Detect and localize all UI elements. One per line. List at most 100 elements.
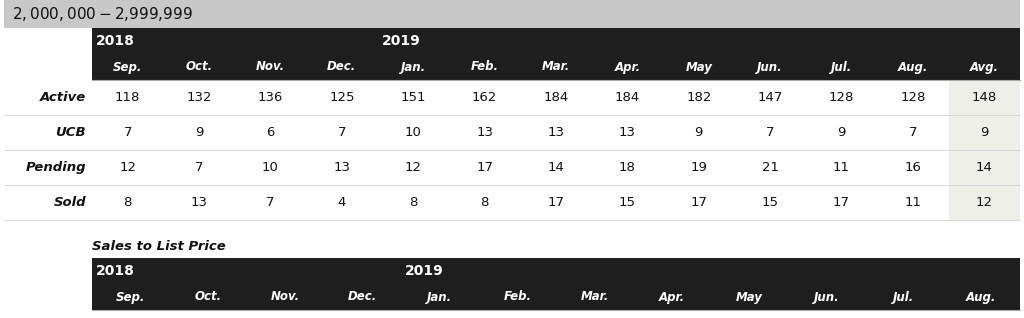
Text: 7: 7 bbox=[266, 196, 274, 209]
Text: Oct.: Oct. bbox=[185, 60, 213, 73]
Text: 8: 8 bbox=[480, 196, 488, 209]
Text: 14: 14 bbox=[976, 161, 992, 174]
Text: 2018: 2018 bbox=[96, 34, 135, 48]
Text: 2018: 2018 bbox=[96, 264, 135, 278]
Text: Sold: Sold bbox=[53, 196, 86, 209]
Text: 2019: 2019 bbox=[382, 34, 420, 48]
Text: 15: 15 bbox=[618, 196, 636, 209]
Text: 7: 7 bbox=[195, 161, 204, 174]
Text: 97.1%: 97.1% bbox=[110, 317, 152, 318]
Text: 10: 10 bbox=[262, 161, 279, 174]
Text: 13: 13 bbox=[190, 196, 208, 209]
Text: Sales to List Price: Sales to List Price bbox=[92, 239, 225, 252]
Text: Jul.: Jul. bbox=[893, 291, 914, 303]
Text: Sep.: Sep. bbox=[113, 60, 142, 73]
Text: 7: 7 bbox=[338, 126, 346, 139]
Text: 92.2%: 92.2% bbox=[728, 317, 770, 318]
Text: 16: 16 bbox=[904, 161, 922, 174]
Text: Active: Active bbox=[40, 91, 86, 104]
Text: 12: 12 bbox=[119, 161, 136, 174]
Text: 93.8%: 93.8% bbox=[883, 317, 925, 318]
Text: May: May bbox=[685, 60, 713, 73]
Text: 15: 15 bbox=[762, 196, 778, 209]
Text: 182: 182 bbox=[686, 91, 712, 104]
Text: 9: 9 bbox=[195, 126, 204, 139]
Text: 132: 132 bbox=[186, 91, 212, 104]
Text: 95.0%: 95.0% bbox=[806, 317, 848, 318]
Text: 128: 128 bbox=[900, 91, 926, 104]
Bar bbox=[4, 0, 1020, 28]
Text: Apr.: Apr. bbox=[658, 291, 685, 303]
Text: 92.8%: 92.8% bbox=[187, 317, 229, 318]
Text: 10: 10 bbox=[404, 126, 422, 139]
Text: Sep.: Sep. bbox=[116, 291, 145, 303]
Text: 12: 12 bbox=[404, 161, 422, 174]
Text: 17: 17 bbox=[548, 196, 564, 209]
Text: 6: 6 bbox=[266, 126, 274, 139]
Bar bbox=[92, 28, 1020, 54]
Text: Feb.: Feb. bbox=[471, 60, 499, 73]
Text: 11: 11 bbox=[834, 161, 850, 174]
Text: Mar.: Mar. bbox=[542, 60, 570, 73]
Text: 147: 147 bbox=[758, 91, 782, 104]
Bar bbox=[92, 258, 1020, 284]
Text: Pending: Pending bbox=[26, 161, 86, 174]
Text: Jan.: Jan. bbox=[400, 60, 426, 73]
Text: May: May bbox=[736, 291, 763, 303]
Text: 8: 8 bbox=[409, 196, 418, 209]
Bar bbox=[92, 284, 1020, 310]
Text: Aug.: Aug. bbox=[967, 291, 996, 303]
Text: Dec.: Dec. bbox=[328, 60, 356, 73]
Text: 13: 13 bbox=[334, 161, 350, 174]
Text: 13: 13 bbox=[548, 126, 564, 139]
Text: 8: 8 bbox=[124, 196, 132, 209]
Text: Jun.: Jun. bbox=[814, 291, 840, 303]
Text: Avg.: Avg. bbox=[970, 60, 998, 73]
Text: 18: 18 bbox=[618, 161, 636, 174]
Text: 7: 7 bbox=[766, 126, 774, 139]
Text: Mar.: Mar. bbox=[581, 291, 609, 303]
Text: 14: 14 bbox=[548, 161, 564, 174]
Text: 162: 162 bbox=[472, 91, 498, 104]
Text: $2,000,000 - $2,999,999: $2,000,000 - $2,999,999 bbox=[12, 5, 193, 23]
Text: 17: 17 bbox=[834, 196, 850, 209]
Text: 128: 128 bbox=[828, 91, 854, 104]
Text: 21: 21 bbox=[762, 161, 778, 174]
Text: 19: 19 bbox=[690, 161, 708, 174]
Text: 17: 17 bbox=[690, 196, 708, 209]
Text: 125: 125 bbox=[329, 91, 354, 104]
Text: 9: 9 bbox=[694, 126, 702, 139]
Bar bbox=[948, 80, 1020, 115]
Text: 9: 9 bbox=[838, 126, 846, 139]
Text: 93.1%: 93.1% bbox=[497, 317, 539, 318]
Text: 11: 11 bbox=[904, 196, 922, 209]
Text: 93.7%: 93.7% bbox=[651, 317, 693, 318]
Text: Nov.: Nov. bbox=[256, 60, 285, 73]
Text: 184: 184 bbox=[544, 91, 568, 104]
Text: 13: 13 bbox=[618, 126, 636, 139]
Text: 94.4%: 94.4% bbox=[961, 317, 1002, 318]
Text: 90.4%: 90.4% bbox=[419, 317, 461, 318]
Bar bbox=[92, 54, 1020, 80]
Text: Feb.: Feb. bbox=[504, 291, 531, 303]
Text: 12: 12 bbox=[976, 196, 993, 209]
Text: 7: 7 bbox=[124, 126, 132, 139]
Text: 2019: 2019 bbox=[406, 264, 444, 278]
Text: 96.9%: 96.9% bbox=[342, 317, 384, 318]
Text: 184: 184 bbox=[614, 91, 640, 104]
Text: Jun.: Jun. bbox=[758, 60, 783, 73]
Bar bbox=[948, 185, 1020, 220]
Text: Nov.: Nov. bbox=[270, 291, 300, 303]
Text: 94.3%: 94.3% bbox=[573, 317, 615, 318]
Text: Oct.: Oct. bbox=[195, 291, 221, 303]
Text: Jan.: Jan. bbox=[427, 291, 453, 303]
Text: 151: 151 bbox=[400, 91, 426, 104]
Text: 148: 148 bbox=[972, 91, 997, 104]
Text: 13: 13 bbox=[476, 126, 494, 139]
Text: 17: 17 bbox=[476, 161, 494, 174]
Text: 94.7%: 94.7% bbox=[264, 317, 306, 318]
Text: Jul.: Jul. bbox=[830, 60, 852, 73]
Text: 7: 7 bbox=[908, 126, 918, 139]
Text: 9: 9 bbox=[980, 126, 988, 139]
Text: 4: 4 bbox=[338, 196, 346, 209]
